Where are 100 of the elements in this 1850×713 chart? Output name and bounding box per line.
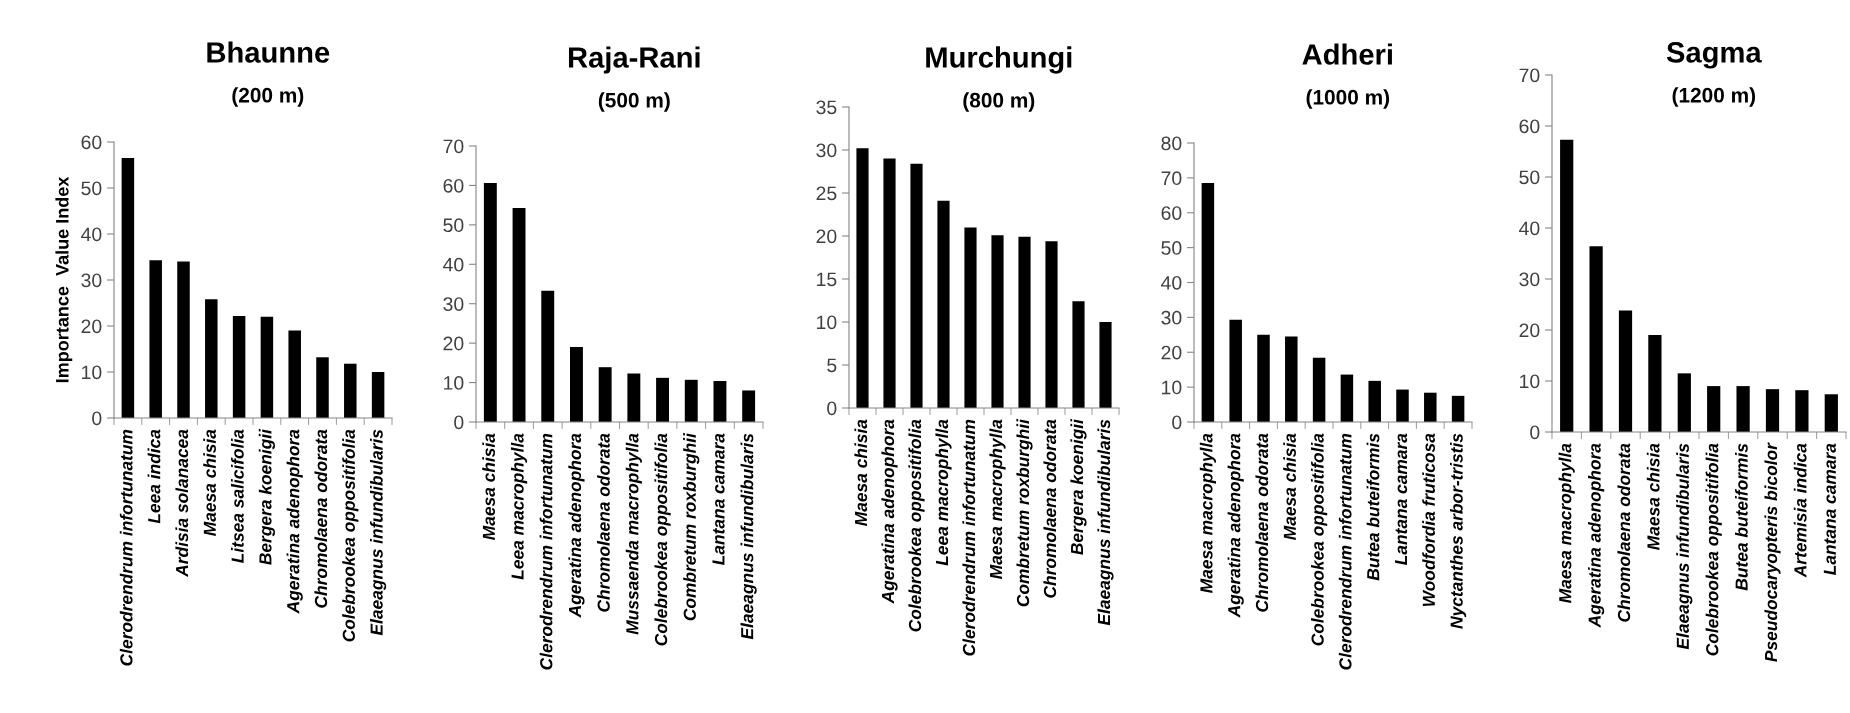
- x-tick-label: Litsea salicifolia: [231, 429, 244, 563]
- chart-subtitle: (200 m): [232, 87, 304, 107]
- x-tick-label: Maesa macrophylla: [1199, 433, 1216, 593]
- bar: [883, 158, 896, 408]
- x-tick-label: Ageratina adenophora: [881, 419, 898, 604]
- bar: [1824, 394, 1838, 432]
- bar: [937, 200, 950, 408]
- bar: [1618, 310, 1633, 432]
- x-tick-label: Bergera koenigii: [258, 428, 275, 565]
- x-tick-label: Chromolaena odorata: [314, 429, 328, 608]
- bar: [1018, 236, 1031, 408]
- x-tick-label: Chromolaena odorata: [1255, 433, 1269, 612]
- bar: [232, 315, 246, 418]
- y-tick-label: 50: [1519, 170, 1540, 185]
- text: (1200 m): [1672, 87, 1756, 107]
- x-tick-label: Elaeagnus infundibularis: [740, 433, 757, 640]
- y-tick-label: 25: [816, 186, 837, 201]
- bar: [1285, 336, 1298, 422]
- x-tick-label: Ageratina adenophora: [1227, 433, 1244, 618]
- x-tick-label: Colebrookea oppositifolia: [1705, 443, 1722, 656]
- x-tick-label: Elaeagnus infundibularis: [1097, 419, 1114, 626]
- bar: [742, 390, 756, 422]
- x-tick-label: Clerodrendrum infortunatum: [119, 429, 133, 666]
- bar: [1072, 301, 1085, 408]
- x-tick-label: Chromolaena odorata: [1617, 443, 1631, 622]
- y-tick-label: 70: [1161, 171, 1182, 186]
- x-tick-label: Colebrookea oppositifolia: [908, 419, 925, 632]
- bar: [1257, 334, 1270, 422]
- bar: [1424, 392, 1437, 422]
- x-tick-label: Lantana camara: [712, 433, 725, 565]
- y-tick-label: 0: [827, 401, 837, 416]
- bar: [483, 183, 497, 422]
- bar: [856, 148, 869, 408]
- x-tick-label: Chromolaena odorata: [597, 433, 610, 612]
- y-tick-label: 70: [443, 139, 464, 154]
- y-tick-label: 30: [443, 297, 464, 311]
- x-tick-label: Maesa chisia: [203, 429, 216, 536]
- bar: [684, 379, 698, 422]
- x-tick-label: Woodfordia fruticosa: [1422, 433, 1435, 607]
- x-tick-label: Colebrookea oppositifolia: [654, 433, 671, 646]
- bar: [260, 316, 274, 418]
- bar: [288, 330, 301, 418]
- x-tick-label: Combretum roxburghii: [1016, 418, 1033, 607]
- y-tick-label: 30: [81, 273, 102, 288]
- chart-title: Raja-Rani: [568, 46, 700, 74]
- bar: [1045, 241, 1058, 408]
- bar: [991, 235, 1004, 408]
- x-tick-label: Mussaenda macrophylla: [625, 433, 642, 635]
- bar: [1765, 389, 1780, 432]
- bar: [1229, 319, 1242, 422]
- bar: [1589, 246, 1603, 432]
- chart-title: Bhaunne: [207, 41, 330, 63]
- x-tick-label: Artemisia indica: [1793, 443, 1807, 578]
- y-tick-label: 50: [81, 181, 102, 196]
- y-tick-label: 10: [444, 376, 464, 390]
- x-tick-label: Lantana camara: [1395, 433, 1408, 565]
- bar: [1368, 380, 1381, 422]
- bar: [512, 207, 526, 422]
- bar: [205, 299, 218, 418]
- x-tick-label: Maesa chisia: [1283, 433, 1296, 540]
- y-tick-label: 60: [1161, 206, 1182, 220]
- y-tick-label: 50: [1161, 241, 1182, 255]
- y-tick-label: 60: [1519, 119, 1540, 134]
- y-axis-title: Importance Value Index: [55, 176, 73, 383]
- x-tick-label: Maesa macrophylla: [989, 419, 1006, 579]
- y-tick-label: 10: [1520, 374, 1540, 389]
- y-tick-label: 50: [443, 218, 464, 233]
- x-tick-label: Clerodrendrum infortunatum: [1338, 433, 1352, 670]
- bar: [121, 158, 135, 418]
- bar: [656, 377, 670, 422]
- x-tick-label: Elaeagnus infundibularis: [1676, 443, 1693, 650]
- y-tick-label: 20: [816, 229, 837, 244]
- chart-subtitle: (1000 m): [1306, 89, 1390, 109]
- x-tick-label: Chromolaena odorata: [1043, 419, 1057, 598]
- x-tick-label: Maesa chisia: [854, 419, 868, 526]
- x-tick-label: Clerodrendrum infortunatum: [962, 419, 976, 656]
- y-tick-label: 80: [1161, 136, 1182, 151]
- chart-subtitle: (800 m): [963, 92, 1035, 112]
- y-tick-label: 0: [1172, 415, 1182, 430]
- x-tick-label: Colebrookea oppositifolia: [1311, 433, 1328, 646]
- x-tick-label: Ageratina adenophora: [568, 433, 585, 618]
- bar: [1340, 374, 1354, 422]
- y-tick-label: 30: [1161, 310, 1182, 325]
- bar: [1201, 183, 1215, 422]
- chart-title: Sagma: [1666, 42, 1762, 69]
- bar: [964, 227, 977, 408]
- y-tick-label: 0: [454, 415, 464, 430]
- bar: [177, 261, 190, 418]
- y-tick-label: 30: [1519, 272, 1540, 287]
- bar: [541, 290, 555, 422]
- y-tick-label: 5: [827, 358, 837, 373]
- bar: [344, 363, 357, 418]
- x-tick-label: Leea macrophylla: [935, 419, 952, 566]
- x-tick-label: Butea buteiformis: [1735, 443, 1748, 591]
- y-tick-label: 40: [1161, 275, 1182, 290]
- x-tick-label: Elaeagnus infundibularis: [370, 429, 387, 636]
- y-tick-label: 20: [81, 319, 102, 334]
- x-tick-label: Leea indica: [147, 429, 161, 524]
- y-tick-label: 60: [81, 135, 102, 150]
- y-tick-label: 20: [1161, 345, 1182, 360]
